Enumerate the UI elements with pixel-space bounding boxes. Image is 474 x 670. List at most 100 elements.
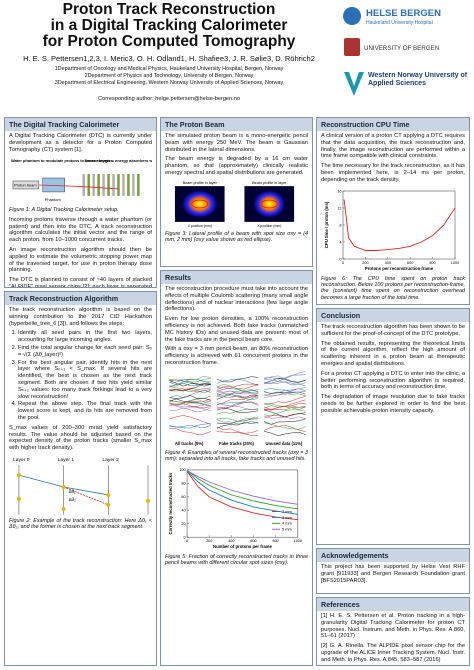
figure-caption: Figure 2: Example of the track reconstru…: [9, 517, 152, 531]
paragraph: This project has been supported by Helse…: [321, 564, 465, 584]
sensor-layer: [127, 174, 130, 197]
track: [169, 398, 211, 403]
section-body: The track reconstruction algorithm is ba…: [5, 305, 156, 536]
track: [169, 388, 211, 394]
figure: 0 200 400 600 800 1000 0 4 8 12 16 Protons per reco…: [324, 189, 459, 271]
track: [264, 371, 306, 379]
section-body: This project has been supported by Helse…: [317, 562, 469, 589]
angle-label: Δθ₁: [69, 489, 76, 494]
plot-title: Beam profile in layer: [183, 181, 218, 185]
hit: [61, 484, 66, 489]
paragraph: A Digital Tracking Calorimeter (DTC) is …: [9, 133, 152, 153]
title-line: for Proton Computed Tomography: [42, 33, 296, 50]
figure: Beam profile in layer X position (mm) Beam…: [174, 181, 295, 228]
label: Water phantom to modulate protons to low…: [11, 159, 114, 164]
track: [169, 375, 211, 383]
track: [264, 377, 306, 384]
track: [38, 184, 119, 190]
step: Identify all seed pairs in the first two…: [18, 330, 152, 344]
track: [216, 407, 259, 413]
legend-label: 5 mm: [282, 526, 293, 531]
section: Conclusion The track reconstruction algor…: [316, 308, 470, 545]
track: [264, 379, 306, 386]
track: [264, 391, 306, 396]
affiliation: 1Department of Oncology and Medical Phys…: [54, 66, 284, 72]
x-axis-label: Protons per reconstruction frame: [365, 266, 434, 271]
section-heading: Track Reconstruction Algorithm: [5, 292, 156, 305]
paragraph: With a σxy = 3 mm pencil beam, an 80% re…: [165, 346, 308, 366]
label: Proton beam: [14, 183, 37, 188]
section-heading: Results: [161, 271, 312, 284]
x-tick-label: 0: [342, 261, 344, 265]
figure-caption: Figure 4: Examples of several reconstruc…: [165, 449, 308, 463]
track: [169, 395, 211, 403]
track: [216, 418, 259, 424]
track: [264, 377, 306, 384]
paragraph: Incoming protons traverse through a wate…: [9, 216, 152, 244]
title-line: in a Digital Tracking Calorimeter: [50, 17, 288, 34]
paragraph: The reconstruction procedure must take i…: [165, 286, 308, 313]
section: The Digital Tracking Calorimeter A Digita…: [4, 117, 157, 288]
track: [169, 378, 211, 382]
angle-label: Δθ₂: [69, 497, 76, 502]
paragraph: [1] H. E. S. Pettersen et al. Proton tra…: [321, 613, 465, 640]
logo-text: HELSE BERGEN: [366, 8, 441, 19]
track: [216, 401, 259, 408]
section: Track Reconstruction Algorithm The track …: [4, 291, 157, 666]
track: [264, 387, 306, 398]
y-tick-label: 8: [339, 223, 341, 227]
hit: [16, 473, 21, 477]
track: [216, 395, 259, 406]
track: [169, 378, 211, 386]
paragraph: A clinical version of a proton CT applyi…: [321, 133, 465, 160]
title: Proton Track Reconstruction in a Digital …: [4, 2, 334, 50]
section: References [1] H. E. S. Pettersen et al. …: [316, 597, 470, 666]
legend-label: 2 mm: [282, 508, 293, 513]
track: [264, 404, 306, 410]
section-body: The track reconstruction algorithm has b…: [317, 322, 469, 420]
helse-logo: [343, 7, 361, 25]
layer-label: Layer 1: [58, 457, 75, 463]
x-tick-label: 200: [362, 261, 368, 265]
axis-label: X position (mm): [257, 224, 281, 228]
paragraph: The time necessary for the track reconst…: [321, 163, 465, 183]
sensor-layer: [82, 174, 85, 197]
y-tick-label: 80: [181, 481, 185, 485]
track: [216, 419, 259, 424]
track: [169, 422, 211, 429]
track: [264, 424, 306, 432]
sensor-layer: [117, 174, 120, 197]
track: [216, 393, 259, 398]
paragraph: The obtained results, representing the t…: [321, 340, 465, 367]
paragraph: The DTC is planned to consist of ~40 lay…: [9, 277, 152, 288]
hit: [106, 492, 111, 497]
sensor-layer: [92, 174, 95, 197]
label: Sensor layers = energy absorbers with va…: [84, 159, 152, 164]
affiliations: 1Department of Oncology and Medical Phys…: [4, 66, 334, 87]
track: [264, 388, 306, 393]
step: Repeat the above step. The final track w…: [18, 401, 152, 421]
affiliation: 3Department of Electrical Engineering, W…: [54, 80, 284, 86]
layer-label: Layer 2: [102, 457, 119, 463]
x-tick-label: 600: [407, 261, 413, 265]
x-tick-label: 1000: [294, 539, 302, 543]
track: [169, 383, 211, 392]
series-line: [343, 199, 456, 251]
track: [216, 384, 259, 390]
section-body: A clinical version of a proton CT applyi…: [317, 131, 469, 304]
plot-frame: [186, 469, 299, 538]
x-tick-label: 200: [206, 539, 212, 543]
logo-text: Western Norway University of Applied Sci…: [368, 72, 468, 87]
track: [264, 390, 306, 396]
section: The Proton Beam The simulated proton beam…: [160, 117, 313, 267]
track: [169, 414, 211, 425]
track: [264, 422, 306, 430]
track: [169, 400, 211, 406]
authors: H. E. S. Pettersen1,2,3, I. Meric3, O. H…: [23, 54, 315, 63]
x-tick-label: 400: [385, 261, 391, 265]
figure-caption: Figure 1: A Digital Tracking Calorimeter…: [9, 207, 119, 214]
sensor-layer: [122, 174, 125, 197]
layer-label: Layer 0: [13, 457, 30, 463]
track: [169, 387, 211, 392]
track: [264, 409, 306, 416]
